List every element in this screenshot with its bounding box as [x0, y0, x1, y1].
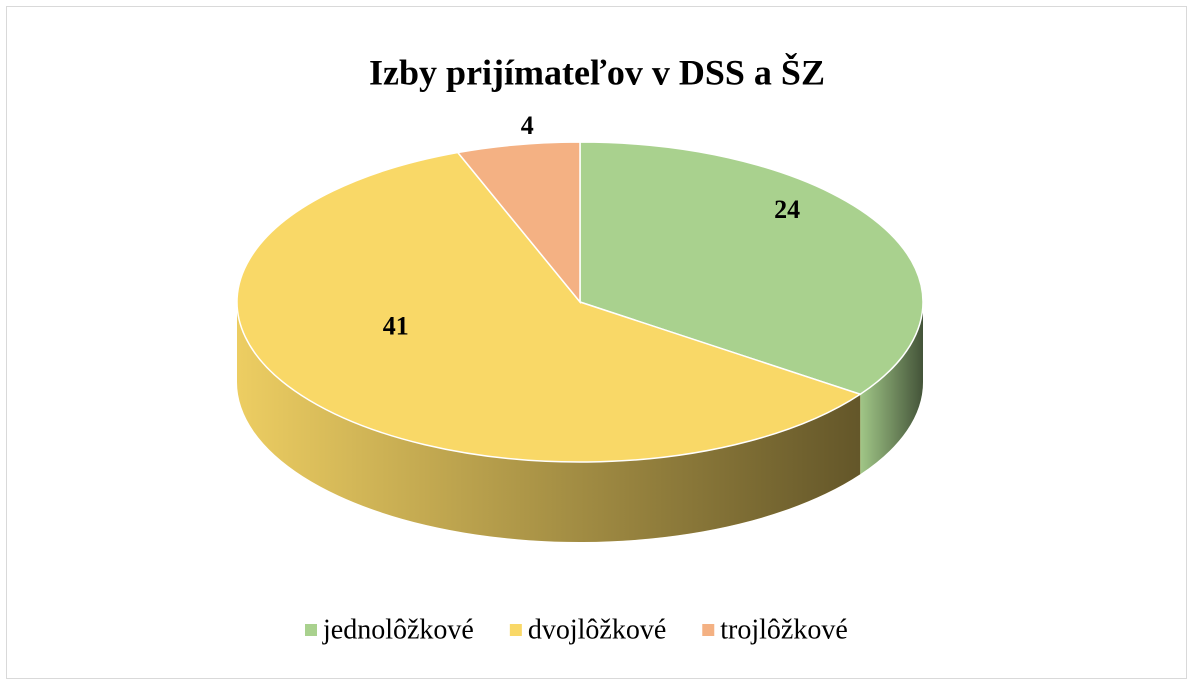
legend-swatch: [509, 624, 522, 636]
slice-side-shade: [236, 302, 861, 543]
legend: jednolôžkové dvojlôžkové trojlôžkové: [305, 614, 848, 645]
slice: [579, 141, 924, 396]
data-label: 4: [521, 111, 534, 140]
pie: 24 41 4: [236, 111, 924, 543]
data-label: 41: [383, 312, 409, 341]
chart-title: Izby prijímateľov v DSS a ŠZ: [369, 52, 825, 92]
legend-swatch: [305, 624, 317, 636]
slice-side-shade: [860, 302, 923, 475]
legend-label: trojlôžkové: [720, 614, 848, 645]
data-label: 24: [774, 195, 800, 224]
legend-label: jednolôžkové: [322, 614, 474, 645]
slice: [236, 151, 862, 463]
legend-swatch: [702, 624, 715, 636]
legend-label: dvojlôžkové: [528, 614, 666, 645]
slice: [456, 141, 581, 305]
